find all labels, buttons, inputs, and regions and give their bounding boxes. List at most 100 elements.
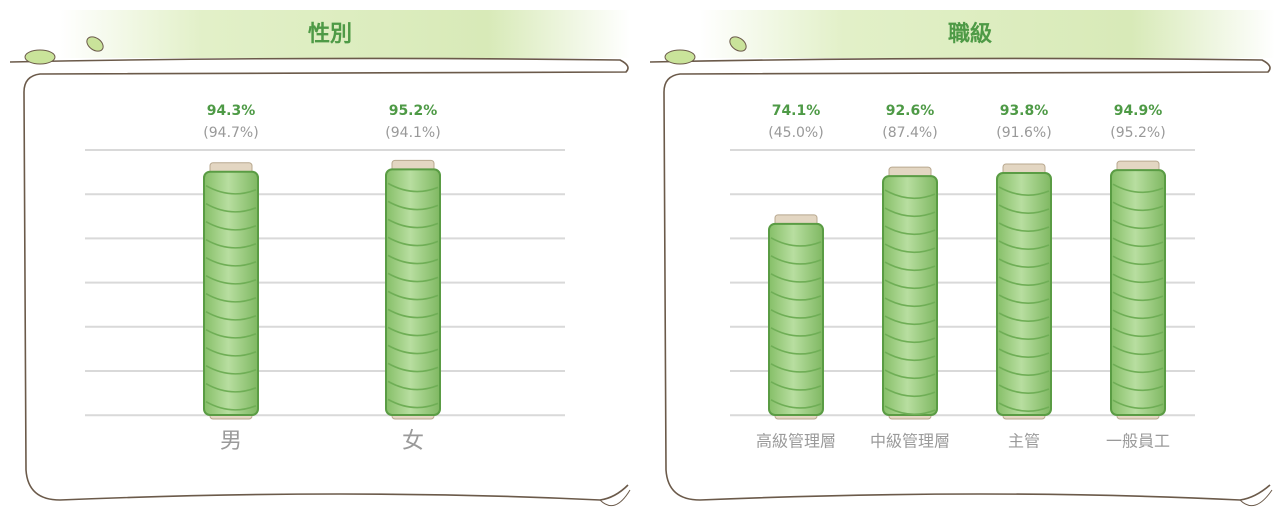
- thread: [998, 330, 1050, 340]
- category-label: 女: [402, 429, 424, 454]
- thread: [998, 186, 1050, 196]
- thread: [998, 240, 1050, 250]
- thread: [387, 290, 439, 301]
- thread: [205, 329, 257, 339]
- secondary-value-label: (45.0%): [768, 125, 823, 141]
- thread: [1112, 363, 1164, 374]
- thread: [387, 380, 439, 391]
- secondary-value-label: (94.7%): [203, 125, 258, 141]
- thread: [770, 363, 822, 373]
- bar: [1110, 169, 1166, 416]
- secondary-value-label: (87.4%): [882, 125, 937, 141]
- thread: [1112, 345, 1164, 356]
- secondary-value-label: (91.6%): [996, 125, 1051, 141]
- thread: [998, 402, 1050, 412]
- thread: [205, 203, 257, 213]
- thread: [1112, 327, 1164, 338]
- thread: [884, 387, 936, 398]
- thread: [884, 405, 936, 416]
- thread: [1112, 381, 1164, 392]
- thread: [205, 401, 257, 411]
- thread: [884, 297, 936, 308]
- thread: [1112, 255, 1164, 266]
- thread: [998, 348, 1050, 358]
- thread: [205, 347, 257, 357]
- thread: [998, 312, 1050, 322]
- thread: [1112, 399, 1164, 410]
- thread: [205, 311, 257, 321]
- thread: [205, 383, 257, 393]
- thread: [998, 204, 1050, 214]
- thread: [884, 351, 936, 362]
- thread: [387, 344, 439, 355]
- thread: [884, 243, 936, 254]
- thread: [1112, 237, 1164, 248]
- thread: [387, 398, 439, 409]
- thread: [1112, 309, 1164, 320]
- bar: [768, 222, 824, 416]
- thread: [770, 255, 822, 265]
- category-label: 主管: [1008, 432, 1040, 451]
- thread: [205, 221, 257, 231]
- thread: [770, 291, 822, 301]
- category-label: 一般員工: [1106, 432, 1170, 451]
- secondary-value-label: (95.2%): [1110, 125, 1165, 141]
- thread: [387, 236, 439, 247]
- thread: [770, 399, 822, 409]
- thread: [387, 362, 439, 373]
- category-label: 中級管理層: [870, 432, 950, 451]
- value-label: 93.8%: [1000, 103, 1049, 119]
- bar: [882, 175, 938, 416]
- thread: [998, 294, 1050, 304]
- panel-title: 性別: [308, 22, 352, 47]
- thread: [1112, 201, 1164, 212]
- thread: [387, 326, 439, 337]
- panel-frames: [9, 10, 1275, 507]
- thread: [1112, 219, 1164, 230]
- category-label: 高級管理層: [756, 432, 836, 451]
- thread: [884, 333, 936, 344]
- category-label: 男: [220, 429, 242, 454]
- thread: [205, 185, 257, 195]
- value-label: 95.2%: [389, 103, 438, 119]
- bar: [385, 168, 441, 416]
- secondary-value-label: (94.1%): [385, 125, 440, 141]
- value-label: 94.3%: [207, 103, 256, 119]
- bar: [996, 171, 1052, 416]
- thread: [770, 381, 822, 391]
- thread: [770, 345, 822, 355]
- thread: [387, 200, 439, 211]
- thread: [387, 272, 439, 283]
- thread: [205, 275, 257, 285]
- panel-title: 職級: [948, 21, 992, 47]
- thread: [387, 308, 439, 319]
- thread: [884, 189, 936, 200]
- thread: [998, 222, 1050, 232]
- thread: [205, 239, 257, 249]
- thread: [884, 279, 936, 290]
- thread: [998, 276, 1050, 286]
- thread: [1112, 291, 1164, 302]
- thread: [387, 182, 439, 193]
- bar: [203, 170, 259, 416]
- value-label: 94.9%: [1114, 103, 1163, 119]
- value-label: 92.6%: [886, 103, 935, 119]
- thread: [770, 273, 822, 283]
- thread: [387, 254, 439, 265]
- thread: [770, 237, 822, 247]
- thread: [884, 225, 936, 236]
- thread: [998, 384, 1050, 394]
- thread: [1112, 273, 1164, 284]
- thread: [205, 365, 257, 375]
- thread: [884, 261, 936, 272]
- thread: [387, 218, 439, 229]
- thread: [884, 315, 936, 326]
- thread: [884, 369, 936, 380]
- value-label: 74.1%: [772, 103, 821, 119]
- thread: [884, 207, 936, 218]
- thread: [998, 258, 1050, 268]
- thread: [998, 366, 1050, 376]
- thread: [1112, 183, 1164, 194]
- thread: [205, 257, 257, 267]
